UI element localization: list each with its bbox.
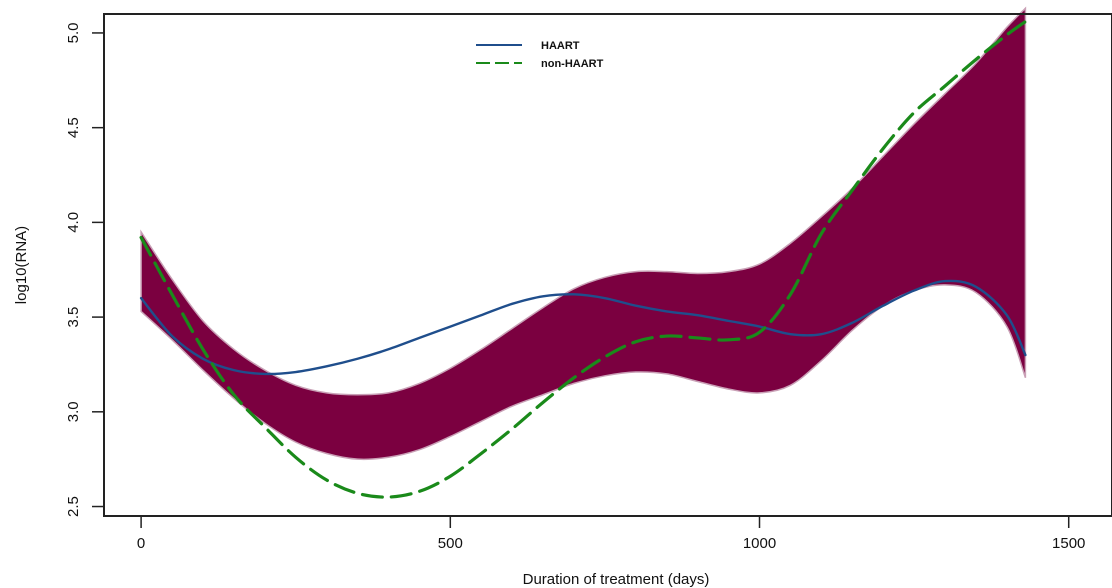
x-axis: 0 500 1000 1500 xyxy=(137,516,1085,552)
x-tick-label: 0 xyxy=(137,535,145,552)
legend-label-haart: HAART xyxy=(541,40,580,52)
plot-frame xyxy=(103,13,1112,517)
x-axis-title: Duration of treatment (days) xyxy=(523,571,710,588)
y-tick-label: 3.0 xyxy=(65,401,82,422)
y-tick-label: 4.0 xyxy=(65,212,82,233)
y-axis-title: log10(RNA) xyxy=(13,226,30,304)
y-axis: 2.5 3.0 3.5 4.0 4.5 5.0 xyxy=(65,23,104,517)
confidence-band xyxy=(140,6,1027,461)
series-layer xyxy=(139,19,1028,499)
legend-label-non-haart: non-HAART xyxy=(541,58,604,70)
x-tick-label: 500 xyxy=(438,535,463,552)
legend: HAART non-HAART xyxy=(476,40,604,70)
y-tick-label: 5.0 xyxy=(65,23,82,44)
y-tick-label: 3.5 xyxy=(65,307,82,328)
series-line-non-haart xyxy=(139,19,1028,499)
confidence-band-layer xyxy=(140,6,1027,461)
y-tick-label: 4.5 xyxy=(65,117,82,138)
x-tick-label: 1500 xyxy=(1052,535,1085,552)
series-line-haart xyxy=(139,279,1027,376)
x-tick-label: 1000 xyxy=(743,535,776,552)
y-tick-label: 2.5 xyxy=(65,496,82,517)
